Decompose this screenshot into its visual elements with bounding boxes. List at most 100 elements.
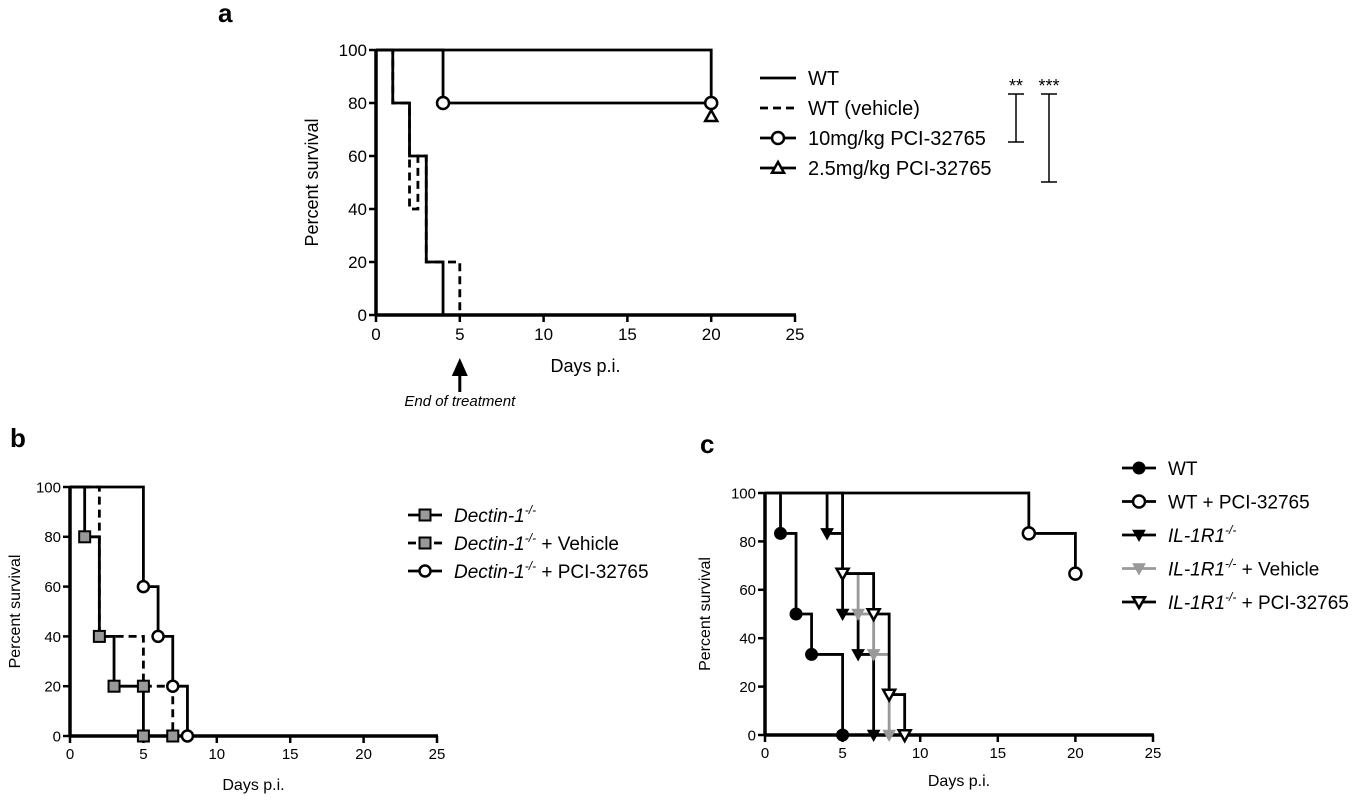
series-marker-3 bbox=[820, 528, 834, 541]
survival-chart-c: 0 5 10 15 20 25 0 20 40 60 80 100 Days p.i. Percent s… bbox=[697, 459, 1349, 790]
series-marker-2 bbox=[1068, 566, 1083, 581]
x-axis-label: Days p.i. bbox=[550, 356, 620, 376]
survival-chart-a: 0 5 10 15 20 25 0 20 40 60 80 100 Days p.i. Percent s… bbox=[302, 41, 1060, 410]
series-marker-5 bbox=[896, 728, 913, 744]
y-tick-label: 40 bbox=[739, 631, 756, 648]
series-line-1 bbox=[376, 48, 445, 315]
legend-entry-3: 10mg/kg PCI-32765 bbox=[808, 128, 986, 150]
x-tick-label: 25 bbox=[786, 325, 805, 344]
series-marker-3 bbox=[151, 629, 165, 644]
legend-marker-3 bbox=[418, 564, 432, 578]
panel-label-a: a bbox=[218, 0, 233, 28]
x-tick-label: 0 bbox=[66, 746, 74, 763]
y-tick-label: 60 bbox=[739, 582, 756, 599]
series-marker-1 bbox=[789, 607, 803, 621]
y-tick-label: 60 bbox=[348, 147, 367, 166]
series-marker-4 bbox=[703, 107, 720, 123]
y-tick-label: 0 bbox=[748, 727, 756, 744]
y-tick-label: 100 bbox=[731, 485, 756, 502]
panel-label-c: c bbox=[700, 429, 714, 459]
series-marker-3 bbox=[835, 608, 850, 622]
y-tick-label: 20 bbox=[348, 253, 367, 272]
y-tick-label: 60 bbox=[44, 579, 61, 596]
series-marker-4 bbox=[851, 608, 865, 622]
legend-marker-3 bbox=[770, 130, 786, 146]
y-tick-label: 100 bbox=[36, 479, 61, 496]
x-tick-label: 10 bbox=[534, 325, 553, 344]
series-marker-1 bbox=[774, 526, 788, 540]
y-tick-label: 40 bbox=[44, 629, 61, 646]
series-marker-1 bbox=[136, 679, 150, 693]
legend-marker-4 bbox=[1132, 563, 1146, 576]
x-tick-label: 25 bbox=[429, 746, 446, 763]
series-marker-2 bbox=[1021, 526, 1037, 541]
series-line-3 bbox=[376, 48, 712, 105]
y-axis-label: Percent survival bbox=[697, 557, 714, 671]
x-tick-label: 5 bbox=[139, 746, 147, 763]
y-axis-label: Percent survival bbox=[7, 555, 24, 669]
series-marker-5 bbox=[834, 567, 851, 583]
x-axis-label: Days p.i. bbox=[928, 773, 990, 790]
series-marker-2 bbox=[166, 729, 180, 743]
y-tick-label: 0 bbox=[358, 306, 367, 325]
series-line-2 bbox=[376, 48, 462, 315]
legend-marker-2 bbox=[1131, 494, 1147, 509]
x-tick-label: 5 bbox=[838, 745, 846, 762]
x-axis-label: Days p.i. bbox=[222, 777, 284, 794]
series-marker-3 bbox=[851, 649, 865, 662]
x-tick-label: 10 bbox=[208, 746, 225, 763]
y-axis-label: Percent survival bbox=[302, 118, 322, 246]
series-marker-5 bbox=[865, 607, 882, 623]
survival-chart-b: 0 5 10 15 20 25 0 20 40 60 80 100 Days p.i. Percent s… bbox=[7, 479, 649, 794]
legend-entry-1: WT bbox=[808, 68, 839, 90]
y-tick-label: 40 bbox=[348, 200, 367, 219]
legend-marker-2 bbox=[418, 536, 432, 550]
y-tick-label: 80 bbox=[739, 534, 756, 551]
treatment-arrow-head bbox=[451, 358, 468, 376]
series-marker-4 bbox=[882, 729, 897, 743]
legend-entry-4: 2.5mg/kg PCI-32765 bbox=[808, 158, 991, 180]
y-tick-label: 0 bbox=[53, 728, 61, 745]
x-tick-label: 0 bbox=[761, 745, 769, 762]
legend-marker-3 bbox=[1132, 529, 1146, 543]
legend-entry-2: WT + PCI-32765 bbox=[1168, 493, 1310, 514]
series-marker-1 bbox=[836, 728, 850, 742]
x-tick-label: 0 bbox=[371, 325, 380, 344]
series-line-1 bbox=[70, 485, 145, 736]
x-tick-label: 15 bbox=[989, 745, 1006, 762]
series-marker-1 bbox=[136, 729, 150, 743]
legend-entry-4: IL-1R1-/- + Vehicle bbox=[1168, 557, 1319, 581]
legend-entry-3: IL-1R1-/- bbox=[1168, 523, 1236, 547]
x-tick-label: 20 bbox=[1067, 745, 1084, 762]
y-tick-label: 20 bbox=[44, 679, 61, 696]
legend-entry-1: Dectin-1-/- bbox=[454, 503, 536, 527]
y-tick-label: 80 bbox=[44, 529, 61, 546]
x-tick-label: 20 bbox=[355, 746, 372, 763]
x-tick-label: 20 bbox=[702, 325, 721, 344]
y-tick-label: 20 bbox=[739, 679, 756, 696]
series-marker-4 bbox=[866, 649, 881, 662]
series-marker-3 bbox=[180, 729, 195, 743]
x-tick-label: 25 bbox=[1145, 745, 1162, 762]
series-marker-5 bbox=[881, 688, 898, 704]
sig-label-1: ** bbox=[1009, 76, 1023, 96]
series-marker-1 bbox=[78, 530, 92, 544]
legend-entry-3: Dectin-1-/- + PCI-32765 bbox=[454, 559, 649, 583]
legend-marker-4 bbox=[769, 159, 787, 175]
legend-marker-1 bbox=[418, 508, 432, 522]
series-marker-1 bbox=[805, 647, 819, 661]
series-marker-3 bbox=[166, 679, 180, 693]
x-tick-label: 15 bbox=[618, 325, 637, 344]
legend-marker-1 bbox=[1132, 461, 1146, 475]
y-tick-label: 80 bbox=[348, 94, 367, 113]
sig-label-2: *** bbox=[1038, 76, 1059, 96]
series-marker-1 bbox=[107, 679, 121, 693]
series-line-5 bbox=[765, 491, 907, 735]
legend-entry-2: WT (vehicle) bbox=[808, 98, 920, 120]
series-marker-3 bbox=[866, 729, 881, 743]
legend-entry-2: Dectin-1-/- + Vehicle bbox=[454, 531, 619, 555]
series-line-4 bbox=[376, 48, 713, 117]
treatment-annotation: End of treatment bbox=[404, 393, 516, 410]
series-marker-3 bbox=[703, 95, 719, 111]
